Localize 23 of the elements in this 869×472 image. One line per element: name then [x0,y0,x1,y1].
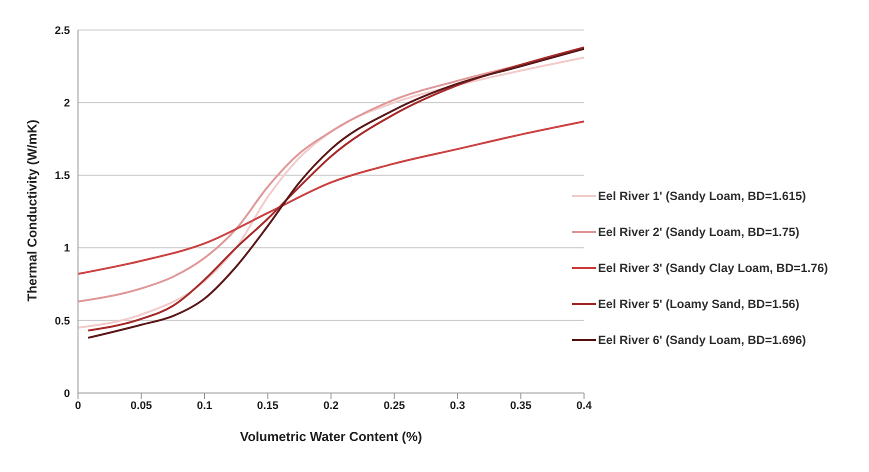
legend-label: Eel River 2' (Sandy Loam, BD=1.75) [598,225,800,239]
x-tick-label: 0.15 [257,400,278,412]
x-tick-label: 0.35 [510,400,532,412]
x-tick-label: 0.25 [384,400,405,412]
line-series [78,120,584,275]
x-tick-label: 0.1 [196,400,212,412]
x-tick-label: 0.4 [576,400,593,412]
y-tick-label: 1 [64,242,70,255]
legend-label: Eel River 6' (Sandy Loam, BD=1.696) [598,333,806,347]
y-tick-label: 0 [64,388,70,400]
x-tick-label: 0.3 [450,400,466,412]
y-tick-label: 2.5 [54,24,70,37]
y-tick-label: 2 [64,98,70,110]
legend-label: Eel River 5' (Loamy Sand, BD=1.56) [598,297,800,311]
legend-label: Eel River 3' (Sandy Clay Loam, BD=1.76) [598,261,828,275]
y-tick-label: 1.5 [54,170,70,182]
y-axis-title: Thermal Conductivity (W/mK) [24,119,40,302]
legend-label: Eel River 1' (Sandy Loam, BD=1.615) [598,189,806,203]
y-tick-label: 0.5 [54,315,70,328]
x-axis-title: Volumetric Water Content (%) [240,429,422,444]
x-tick-label: 0 [74,400,82,412]
x-tick-label: 0.2 [323,400,339,412]
x-tick-label: 0.05 [130,400,152,412]
